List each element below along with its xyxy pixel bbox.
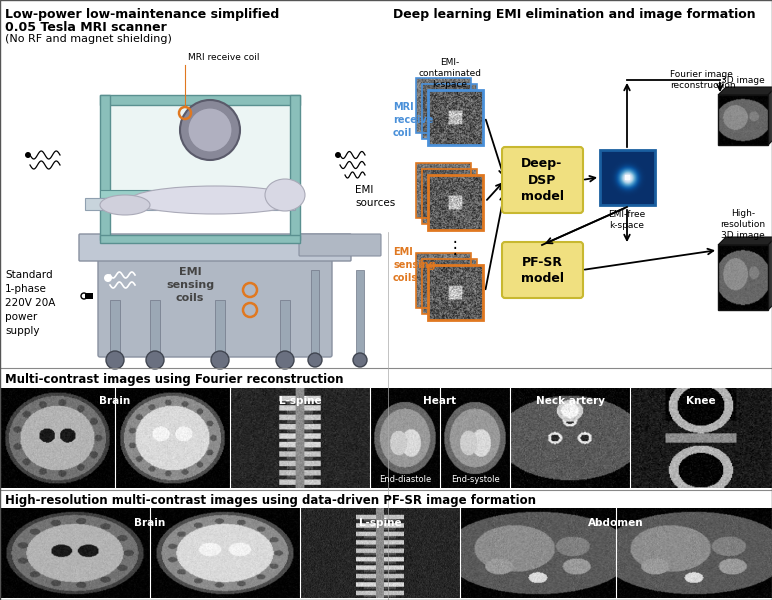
Text: Heart: Heart	[423, 396, 456, 406]
Text: L-spine: L-spine	[279, 396, 321, 406]
Bar	[110, 300, 120, 355]
Text: Standard
1-phase
220V 20A
power
supply: Standard 1-phase 220V 20A power supply	[5, 270, 56, 336]
Ellipse shape	[265, 179, 305, 211]
Bar	[280, 300, 290, 355]
Text: EMI
sensing
coils: EMI sensing coils	[393, 247, 435, 283]
Polygon shape	[768, 237, 772, 310]
FancyBboxPatch shape	[502, 147, 583, 213]
Text: PF-SR
model: PF-SR model	[520, 256, 564, 284]
Circle shape	[106, 351, 124, 369]
Text: Knee: Knee	[686, 396, 716, 406]
Text: Deep-
DSP
model: Deep- DSP model	[520, 157, 564, 202]
Circle shape	[276, 351, 294, 369]
Bar	[428, 90, 483, 145]
Text: MRI receive coil: MRI receive coil	[188, 53, 259, 62]
Text: Deep learning EMI elimination and image formation: Deep learning EMI elimination and image …	[393, 8, 756, 21]
Bar	[416, 78, 471, 133]
Text: EMI
sources: EMI sources	[355, 185, 395, 208]
Text: EMI-
contaminated
k-space: EMI- contaminated k-space	[418, 58, 482, 89]
Bar	[85, 293, 93, 299]
Text: ⋮: ⋮	[447, 239, 463, 257]
Bar	[718, 245, 768, 310]
Text: EMI-free
k-space: EMI-free k-space	[608, 210, 645, 230]
Bar	[100, 190, 300, 198]
Bar	[290, 95, 300, 240]
Text: (No RF and magnet shielding): (No RF and magnet shielding)	[5, 34, 172, 44]
Text: Brain: Brain	[100, 396, 130, 406]
Text: MRI
receive
coil: MRI receive coil	[393, 102, 433, 138]
Polygon shape	[718, 87, 772, 95]
Circle shape	[188, 108, 232, 152]
Text: Brain: Brain	[134, 518, 166, 528]
Bar	[718, 95, 768, 145]
Bar	[416, 163, 471, 218]
Bar	[422, 259, 477, 314]
Circle shape	[146, 351, 164, 369]
Bar	[311, 270, 319, 355]
Text: End-diastole: End-diastole	[379, 475, 431, 484]
Ellipse shape	[130, 186, 300, 214]
Circle shape	[104, 274, 112, 282]
Text: Fourier image
reconstruction: Fourier image reconstruction	[670, 70, 736, 90]
Ellipse shape	[100, 195, 150, 215]
Circle shape	[308, 353, 322, 367]
Circle shape	[25, 152, 31, 158]
Bar	[422, 169, 477, 224]
Bar	[215, 300, 225, 355]
Circle shape	[335, 152, 341, 158]
Text: Neck artery: Neck artery	[536, 396, 604, 406]
Text: High-resolution multi-contrast images using data-driven PF-SR image formation: High-resolution multi-contrast images us…	[5, 494, 536, 507]
Bar	[85, 198, 295, 210]
FancyBboxPatch shape	[79, 234, 351, 261]
Bar	[428, 175, 483, 230]
Circle shape	[211, 351, 229, 369]
Circle shape	[180, 100, 240, 160]
Bar	[150, 300, 160, 355]
Text: 0.05 Tesla MRI scanner: 0.05 Tesla MRI scanner	[5, 21, 167, 34]
Bar	[356, 270, 364, 355]
Bar	[416, 253, 471, 308]
Circle shape	[353, 353, 367, 367]
Bar	[100, 95, 300, 105]
FancyBboxPatch shape	[299, 234, 381, 256]
Text: High-
resolution
3D image: High- resolution 3D image	[720, 209, 766, 240]
Bar	[428, 265, 483, 320]
Text: Abdomen: Abdomen	[588, 518, 644, 528]
Text: EMI
sensing
coils: EMI sensing coils	[166, 267, 214, 303]
Polygon shape	[718, 237, 772, 245]
Bar	[100, 95, 110, 240]
Text: L-spine: L-spine	[359, 518, 401, 528]
Bar	[422, 84, 477, 139]
FancyBboxPatch shape	[502, 242, 583, 298]
Bar	[100, 235, 300, 243]
Bar	[110, 105, 290, 190]
Polygon shape	[768, 87, 772, 145]
Bar	[600, 150, 655, 205]
Text: 3D image: 3D image	[721, 76, 765, 85]
FancyBboxPatch shape	[98, 253, 332, 357]
Text: Low-power low-maintenance simplified: Low-power low-maintenance simplified	[5, 8, 279, 21]
Text: Multi-contrast images using Fourier reconstruction: Multi-contrast images using Fourier reco…	[5, 373, 344, 386]
Text: End-systole: End-systole	[451, 475, 499, 484]
